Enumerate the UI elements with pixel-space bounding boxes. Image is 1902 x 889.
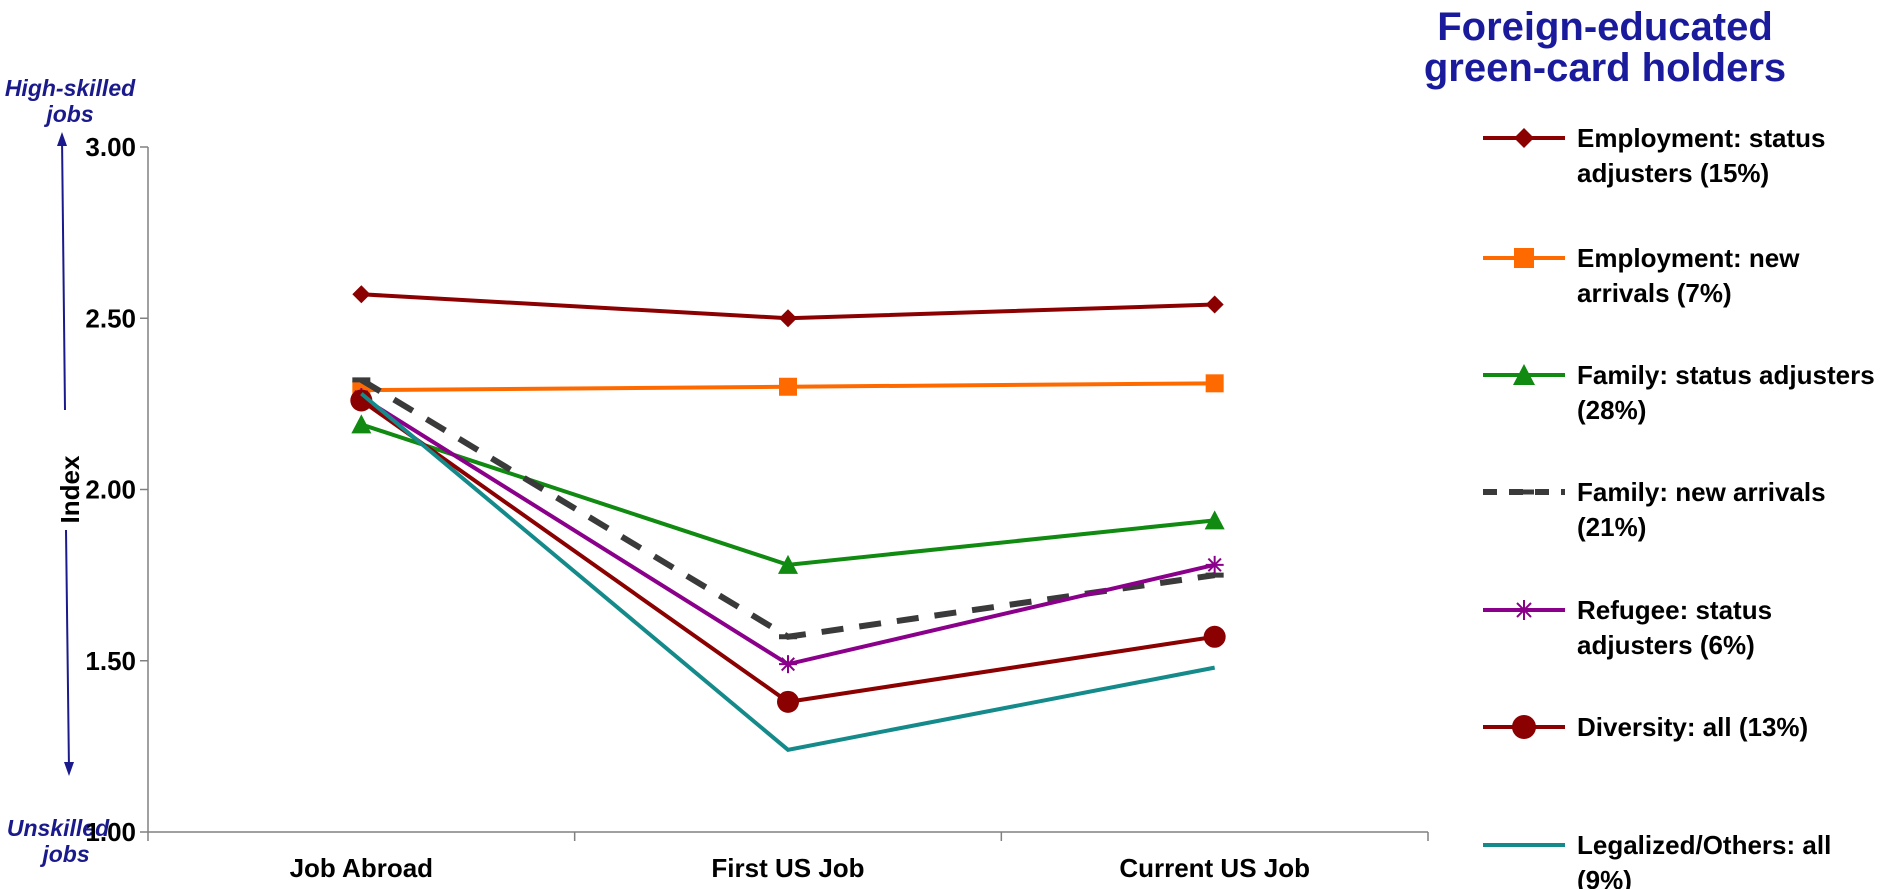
series-3 <box>351 414 1225 574</box>
bottom-note-line: jobs <box>39 841 89 867</box>
legend-item: Family: status adjusters (28%) <box>1483 360 1875 425</box>
series-2 <box>352 374 1224 400</box>
legend-label: Diversity: all (13%) <box>1577 712 1808 742</box>
diamond-marker <box>1205 295 1224 314</box>
series-5 <box>352 388 1224 674</box>
series-6 <box>350 389 1226 713</box>
triangle-marker <box>1204 510 1225 530</box>
square-marker <box>779 377 797 396</box>
circle-marker <box>777 690 799 713</box>
legend-label: (21%) <box>1577 512 1646 542</box>
top-note-line: High-skilled <box>5 75 136 101</box>
square-marker <box>1514 248 1534 268</box>
series-line <box>360 392 1216 752</box>
legend-label: Legalized/Others: all <box>1577 830 1831 860</box>
circle-marker <box>1203 625 1226 648</box>
triangle-marker <box>351 414 372 434</box>
y-tick-label: 2.00 <box>85 475 136 505</box>
series-line <box>360 422 1215 567</box>
up-arrow-shaft <box>61 136 66 411</box>
y-tick-label: 1.50 <box>85 646 136 676</box>
legend-item: Diversity: all (13%) <box>1483 712 1808 742</box>
legend-label: Refugee: status <box>1577 595 1772 625</box>
star-marker <box>1205 555 1224 574</box>
x-tick-label: Current US Job <box>1119 853 1310 883</box>
legend-item: Family: new arrivals (21%) <box>1483 477 1826 542</box>
legend-item: Legalized/Others: all (9%) <box>1483 830 1831 889</box>
y-axis-title: Index <box>55 455 85 523</box>
series-line <box>359 377 1216 640</box>
star-marker <box>1514 600 1534 620</box>
series-7 <box>360 392 1216 752</box>
down-arrow-shaft <box>65 529 70 771</box>
x-tick-label: First US Job <box>711 853 864 883</box>
legend-label: (28%) <box>1577 395 1646 425</box>
axes: 1.00 1.50 2.00 2.50 3.00 Job Abroad First US J… <box>55 132 1429 883</box>
legend-label: adjusters (6%) <box>1577 630 1755 660</box>
up-arrow-head <box>57 132 67 146</box>
legend-label: Family: new arrivals <box>1577 477 1826 507</box>
legend-label: Family: status adjusters <box>1577 360 1875 390</box>
legend-label: adjusters (15%) <box>1577 158 1769 188</box>
series-4 <box>352 377 1224 640</box>
title-line: Foreign-educated <box>1437 5 1773 49</box>
square-marker <box>1205 374 1224 393</box>
title-line: green-card holders <box>1424 46 1786 90</box>
series-1 <box>352 285 1224 328</box>
x-tick-label: Job Abroad <box>290 853 433 883</box>
bottom-note-line: Unskilled <box>7 815 110 841</box>
legend-item: Employment: status adjusters (15%) <box>1483 123 1826 188</box>
diamond-marker <box>352 285 371 304</box>
legend-label: arrivals (7%) <box>1577 278 1732 308</box>
triangle-marker <box>778 554 798 574</box>
diamond-marker <box>779 309 797 328</box>
top-note-line: jobs <box>43 101 93 127</box>
y-tick-label: 2.50 <box>85 303 136 333</box>
series-group <box>350 285 1226 752</box>
y-tick-label: 1.00 <box>85 817 136 847</box>
diamond-marker <box>1514 128 1534 148</box>
star-marker <box>779 655 797 674</box>
legend-label: Employment: status <box>1577 123 1826 153</box>
y-tick-label: 3.00 <box>85 132 136 162</box>
circle-marker <box>350 389 373 412</box>
circle-marker <box>1512 715 1536 739</box>
legend-item: Refugee: status adjusters (6%) <box>1483 595 1772 660</box>
legend-item: Employment: new arrivals (7%) <box>1483 243 1800 308</box>
legend-label: (9%) <box>1577 865 1632 889</box>
down-arrow-head <box>64 762 74 776</box>
series-line <box>360 395 1216 667</box>
triangle-marker <box>1513 364 1535 385</box>
legend-label: Employment: new <box>1577 243 1800 273</box>
